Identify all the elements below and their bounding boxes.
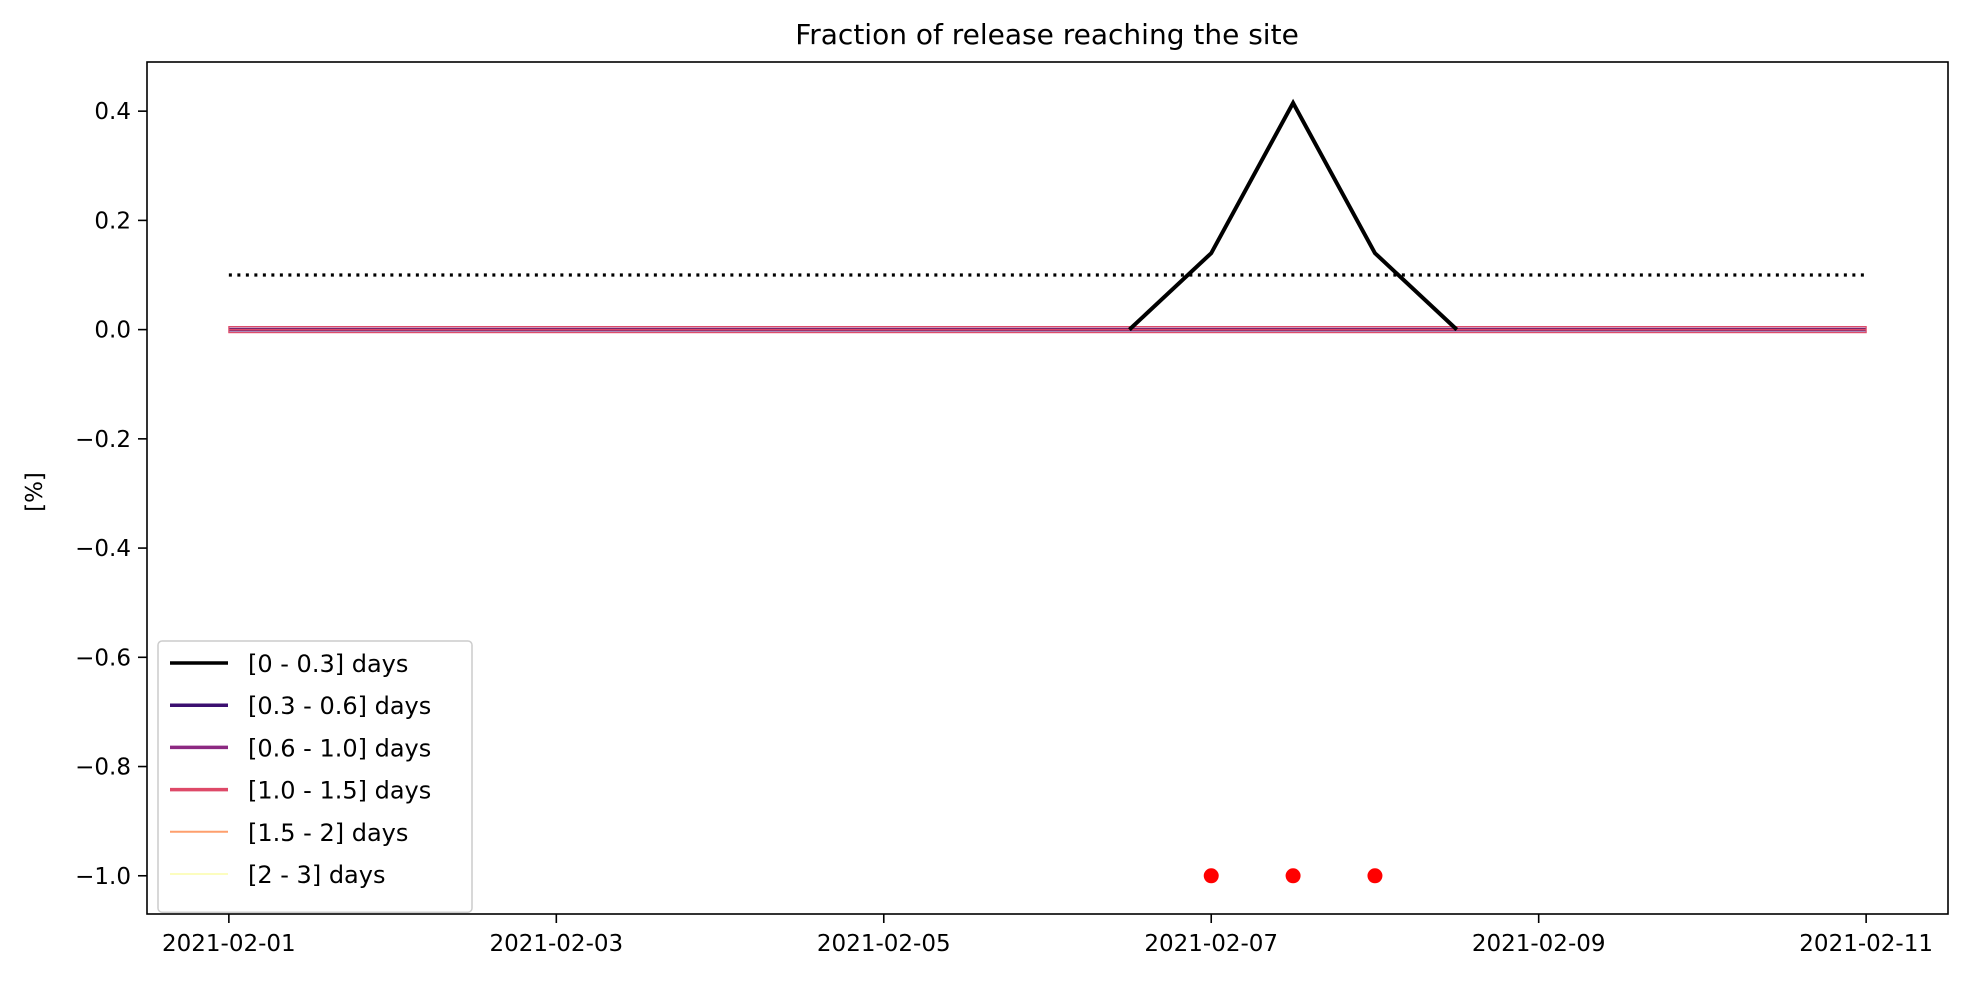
series-line-1 <box>1127 98 1459 332</box>
legend-label: [2 - 3] days <box>248 861 385 889</box>
x-tick-label: 2021-02-09 <box>1472 931 1606 957</box>
legend-label: [0.6 - 1.0] days <box>248 734 431 762</box>
x-tick-label: 2021-02-01 <box>162 931 296 957</box>
y-tick-label: −0.8 <box>75 755 131 781</box>
y-tick-label: −0.2 <box>75 427 131 453</box>
marker-point <box>1285 868 1301 884</box>
legend-label: [1.0 - 1.5] days <box>248 777 431 805</box>
chart-title: Fraction of release reaching the site <box>795 18 1299 51</box>
legend-box <box>157 640 473 913</box>
y-tick-label: 0.0 <box>94 318 131 344</box>
x-tick-label: 2021-02-11 <box>1799 931 1933 957</box>
y-tick-label: −0.4 <box>75 536 131 562</box>
x-tick-label: 2021-02-07 <box>1144 931 1278 957</box>
y-tick-label: −0.6 <box>75 645 131 671</box>
axes: −1.0 −0.8 −0.6 −0.4 −0.2 0.0 0.2 0.4 2021-02-01 2… <box>75 61 1949 957</box>
y-tick-label: 0.4 <box>94 99 131 125</box>
marker-point <box>1203 868 1219 884</box>
axes-frame <box>146 61 1949 915</box>
plot-area <box>228 98 1867 884</box>
legend-label: [0 - 0.3] days <box>248 650 408 678</box>
x-tick-label: 2021-02-03 <box>489 931 623 957</box>
y-tick-label: −1.0 <box>75 864 131 890</box>
x-tick-label: 2021-02-05 <box>817 931 951 957</box>
legend: [0 - 0.3] days [0.3 - 0.6] days [0.6 - 1.0… <box>157 640 473 913</box>
legend-label: [0.3 - 0.6] days <box>248 692 431 720</box>
y-axis-label: [%] <box>22 472 48 512</box>
legend-label: [1.5 - 2] days <box>248 819 408 847</box>
y-tick-label: 0.2 <box>94 208 131 234</box>
marker-point <box>1367 868 1383 884</box>
